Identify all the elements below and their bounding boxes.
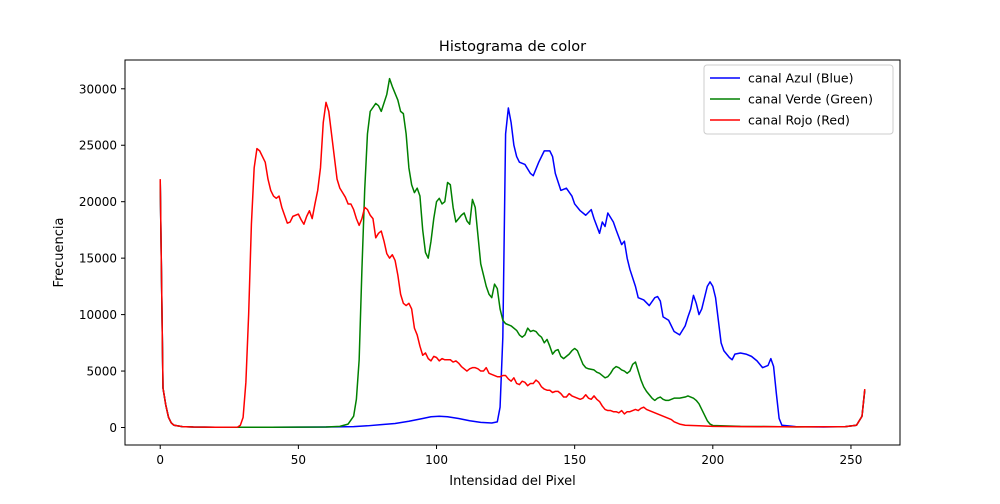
y-tick-label: 25000	[79, 139, 117, 153]
series-line-0	[159, 107, 866, 429]
x-tick-label: 200	[701, 453, 724, 467]
y-tick-label: 5000	[86, 365, 117, 379]
x-tick-label: 50	[291, 453, 306, 467]
y-axis-ticks: 0 5000 10000 15000 20000 25000 30000	[79, 82, 125, 435]
legend-label-2: canal Rojo (Red)	[748, 113, 850, 128]
y-axis-label: Frecuencia	[52, 218, 67, 288]
x-axis-label: Intensidad del Pixel	[449, 474, 575, 489]
legend-label-0: canal Azul (Blue)	[748, 71, 853, 86]
chart-title: Histograma de color	[439, 39, 586, 55]
legend: canal Azul (Blue) canal Verde (Green) cana…	[703, 64, 894, 135]
x-tick-label: 250	[840, 453, 863, 467]
plot-area	[124, 59, 901, 446]
y-tick-label: 15000	[79, 252, 117, 266]
series-lines	[159, 77, 866, 429]
series-line-1	[159, 77, 866, 429]
x-tick-label: 100	[425, 453, 448, 467]
y-tick-label: 10000	[79, 308, 117, 322]
plot-frame	[124, 59, 901, 446]
y-tick-label: 30000	[79, 82, 117, 96]
series-line-2	[159, 101, 866, 429]
x-tick-label: 150	[563, 453, 586, 467]
legend-label-1: canal Verde (Green)	[748, 92, 873, 107]
y-tick-label: 0	[109, 421, 117, 435]
legend-box	[703, 64, 894, 135]
x-tick-label: 0	[156, 453, 164, 467]
x-axis-ticks: 0 50 100 150 200 250	[156, 445, 862, 467]
y-tick-label: 20000	[79, 195, 117, 209]
